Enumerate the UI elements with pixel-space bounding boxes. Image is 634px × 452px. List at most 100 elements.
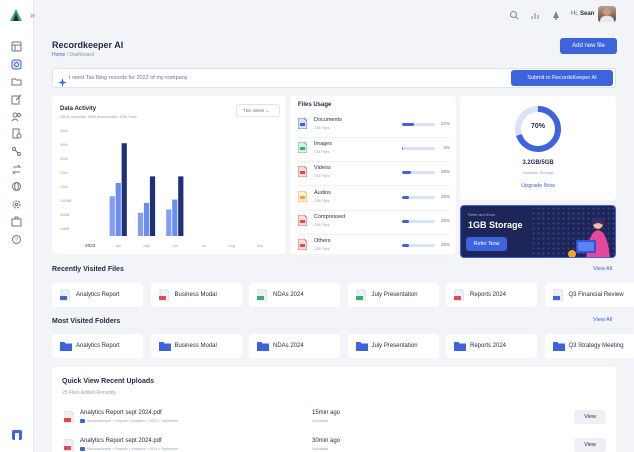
folder-tile[interactable]: Reports 2024 [446,334,537,358]
help-icon[interactable]: ? [11,234,22,245]
transfer-icon[interactable] [11,164,22,175]
file-type-icon [298,118,307,129]
add-new-file-button[interactable]: Add new file [560,38,617,54]
period-select[interactable]: This Week ⌄ [236,104,280,117]
breadcrumb-current: Dashboard [69,52,94,58]
folder-tile[interactable]: Q3 Strategy Meeting [544,334,634,358]
usage-row[interactable]: Images 235 Files 3% [298,138,450,163]
chart-bar [178,176,184,236]
upload-path: RecordsKeeper > Reports > Analytics > 20… [80,447,178,451]
file-type-icon [298,166,307,178]
recent-file-tile[interactable]: Q3 Financial Review [544,283,634,307]
file-type-icon [298,239,307,250]
file-type-icon [298,214,307,226]
view-button[interactable]: View [574,437,606,452]
settings-icon[interactable] [11,199,22,210]
search-icon[interactable] [509,10,519,20]
usage-row[interactable]: Audios 235 Files 20% [298,187,450,211]
ai-icon[interactable] [11,59,22,70]
folder-icon [355,342,368,351]
folder-label: Q3 Strategy Meeting [568,343,624,349]
view-button[interactable]: View [574,410,606,424]
ai-prompt-input[interactable]: I need Tax filing records for 2022 of my… [52,68,616,88]
folder-icon [60,342,72,351]
submit-to-ai-button[interactable]: Submit to RecordsKeeper AI [511,70,613,86]
usage-progress [402,219,435,223]
sparkle-icon [58,74,67,87]
usage-name: Images [314,141,333,148]
stats-icon[interactable] [530,10,540,20]
files-usage-card: Files Usage Documents 235 Files 37% Images 2… [290,96,456,259]
uploads-title: Quick View Recent Uploads [62,378,155,385]
recent-file-tile[interactable]: Reports 2024 [446,283,537,307]
share-icon[interactable] [11,146,22,157]
usage-row[interactable]: Compressed 235 Files 20% [298,211,450,235]
page-title: Recordkeeper AI [52,40,124,50]
usage-progress [402,195,435,199]
upload-status: Uploaded [312,419,329,423]
usage-count: 235 Files [314,198,330,203]
dashboard-icon[interactable] [11,41,22,52]
recent-file-tile[interactable]: Analytics Report [52,283,143,307]
chart-bar [137,212,144,236]
activity-subtitle: 35KB uploaded, 5MB downloaded, 40M Tools [60,115,137,119]
x-tick-label: Aug [228,244,234,248]
usage-percent: 26% [440,169,450,175]
users-icon[interactable] [11,111,22,122]
recent-file-label: Reports 2024 [470,292,507,298]
usage-row[interactable]: Documents 235 Files 37% [298,114,450,138]
activity-chart: 500k 400k 300k 200k 100k 100MB 50MB 10MB 2023 Apr… [60,129,263,248]
recent-uploads-card: Quick View Recent Uploads 25 Files Added… [52,367,616,452]
usage-row[interactable]: Others 235 Files 20% [298,235,450,259]
recent-file-tile[interactable]: July Presentation [347,283,439,307]
recent-files-view-all[interactable]: View All [593,266,613,272]
recent-file-label: July Presentation [371,292,418,298]
folder-tile[interactable]: Business Modal [150,334,242,358]
folder-label: Business Modal [174,343,217,349]
svg-text:?: ? [15,238,18,244]
sheet-icon [355,289,366,301]
notification-icon[interactable] [551,10,561,20]
brand-mark-icon[interactable] [11,428,23,440]
recent-file-label: Analytics Report [76,292,120,298]
breadcrumb-home[interactable]: Home [52,52,66,58]
globe-icon[interactable] [11,181,22,192]
upload-file-name[interactable]: Analytics Report sept 2024.pdf [80,410,162,416]
usage-progress [402,123,435,126]
chart-bar [143,202,150,236]
folder-tile[interactable]: Analytics Report [52,334,143,358]
edit-icon[interactable] [11,94,22,105]
recent-file-tile[interactable]: NDAs 2024 [249,283,340,307]
folder-label: July Presentation [371,343,418,349]
chart-bar [109,196,115,236]
folder-tile[interactable]: July Presentation [347,334,439,358]
upgrade-now-link[interactable]: Upgrade Now [521,183,555,189]
usage-percent: 20% [440,242,450,247]
y-tick-label: 100k [60,185,68,189]
y-tick-label: 200k [60,171,68,175]
usage-progress [402,244,435,247]
folders-view-all[interactable]: View All [593,317,613,323]
folder-tile[interactable]: NDAs 2024 [249,334,340,358]
collapse-sidebar-icon[interactable]: » [30,10,36,20]
avatar[interactable] [598,6,616,22]
pdf-icon [64,438,74,451]
usage-row[interactable]: Videos 235 Files 26% [298,162,450,187]
refer-now-button[interactable]: Refer Now [466,237,507,251]
pdf-icon [158,289,169,301]
folder-icon [80,419,85,424]
recent-file-tile[interactable]: Business Modal [150,283,242,307]
breadcrumb: Home / Dashboard [52,52,94,58]
usage-name: Documents [314,117,342,123]
upload-file-name[interactable]: Analytics Report sept 2024.pdf [80,437,162,444]
file-lock-icon[interactable] [11,128,22,139]
app-logo[interactable] [9,8,23,22]
briefcase-icon[interactable] [11,216,22,227]
usage-title: Files Usage [298,102,332,108]
uploads-subtitle: 25 Files Added Recently [62,390,116,396]
file-type-icon [298,142,307,154]
chart-bar [166,209,172,236]
recent-file-label: NDAs 2024 [273,292,304,298]
promo-small-text: Refer and Earn [468,212,496,217]
folder-icon[interactable] [11,76,22,87]
